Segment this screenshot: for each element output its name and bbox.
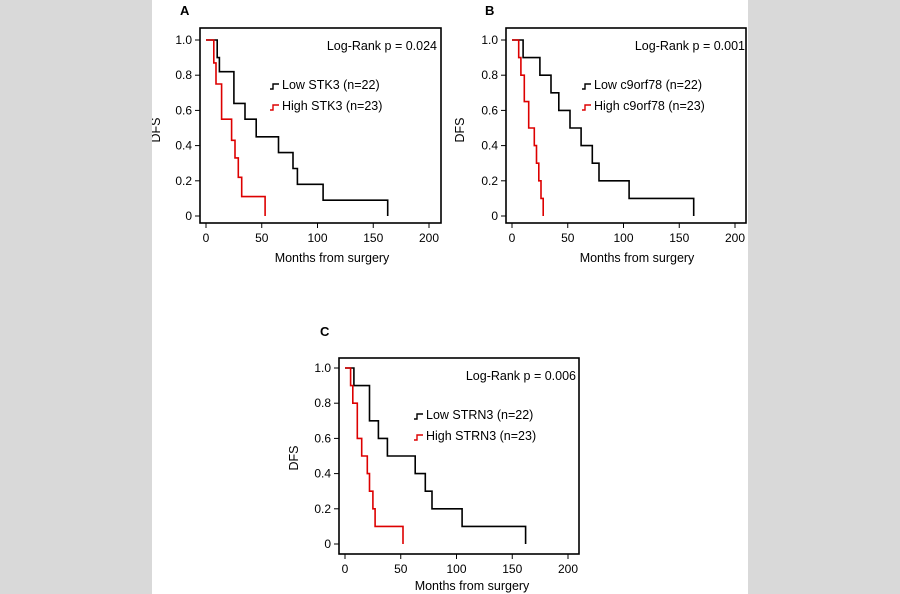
km-curve-low [345,367,527,544]
legend-entry: Low c9orf78 (n=22) [594,78,702,92]
y-tick-label: 0.8 [481,68,498,82]
km-curve-low [512,39,695,216]
x-tick-label: 0 [342,562,349,576]
legend-entry: High STK3 (n=23) [282,99,382,113]
y-tick-label: 1.0 [481,33,498,47]
km-curve-high [512,39,545,216]
x-tick-label: 100 [613,231,633,245]
plot-frame [338,357,580,555]
x-tick-label: 200 [725,231,745,245]
km-curve-high [345,367,404,544]
y-tick-label: 0.8 [175,68,192,82]
x-axis-label: Months from surgery [415,579,530,593]
y-tick-label: 0 [185,209,192,223]
legend-entry: High STRN3 (n=23) [426,429,536,443]
legend-entry: Low STRN3 (n=22) [426,408,533,422]
x-tick-label: 150 [669,231,689,245]
x-tick-label: 100 [446,562,466,576]
x-tick-label: 0 [203,231,210,245]
legend-swatch [582,104,591,111]
panel-label: B [485,3,494,18]
figure-sheet: A Log-Rank p = 0.024 0 0.2 0.4 0.6 0.8 1.0 0 50 10… [152,0,748,594]
x-tick-label: 200 [419,231,439,245]
y-axis-label: DFS [453,118,467,143]
x-tick-label: 50 [561,231,575,245]
x-tick-label: 50 [255,231,269,245]
y-tick-label: 0.4 [175,139,192,153]
x-tick-label: 150 [363,231,383,245]
panel-c: C Log-Rank p = 0.006 0 0.2 0.4 0.6 0.8 1.0 0 50 10… [287,324,580,593]
y-tick-label: 0.4 [314,467,331,481]
y-tick-label: 0.6 [481,103,498,117]
panel-b: B Log-Rank p = 0.001 0 0.2 0.4 0.6 0.8 1.0 0 50 10… [453,3,747,265]
legend-swatch [270,83,279,90]
legend-swatch [582,83,591,90]
legend-entry: Low STK3 (n=22) [282,78,380,92]
y-tick-label: 0.8 [314,396,331,410]
y-axis-label: DFS [287,446,301,471]
km-figure: A Log-Rank p = 0.024 0 0.2 0.4 0.6 0.8 1.0 0 50 10… [152,3,747,593]
y-tick-label: 0.6 [175,103,192,117]
km-curve-low [206,39,389,216]
panel-a: A Log-Rank p = 0.024 0 0.2 0.4 0.6 0.8 1.0 0 50 10… [152,3,442,265]
y-tick-label: 0.6 [314,431,331,445]
x-axis-label: Months from surgery [580,251,695,265]
x-axis-label: Months from surgery [275,251,390,265]
x-tick-label: 200 [558,562,578,576]
y-axis-label: DFS [152,118,163,143]
x-tick-label: 100 [307,231,327,245]
km-curve-high [206,39,266,216]
y-tick-label: 1.0 [175,33,192,47]
legend-swatch [414,413,423,420]
y-tick-label: 0 [324,537,331,551]
panel-label: A [180,3,190,18]
logrank-title: Log-Rank p = 0.024 [327,39,437,53]
logrank-title: Log-Rank p = 0.001 [635,39,745,53]
x-tick-label: 50 [394,562,408,576]
y-tick-label: 0.2 [481,174,498,188]
y-tick-label: 0.2 [314,502,331,516]
panel-label: C [320,324,330,339]
legend-swatch [270,104,279,111]
logrank-title: Log-Rank p = 0.006 [466,369,576,383]
legend-swatch [414,434,423,441]
plot-frame [199,27,442,224]
plot-frame [505,27,747,224]
y-tick-label: 0 [491,209,498,223]
y-tick-label: 1.0 [314,361,331,375]
legend-entry: High c9orf78 (n=23) [594,99,705,113]
y-tick-label: 0.4 [481,139,498,153]
x-tick-label: 150 [502,562,522,576]
x-tick-label: 0 [509,231,516,245]
y-tick-label: 0.2 [175,174,192,188]
